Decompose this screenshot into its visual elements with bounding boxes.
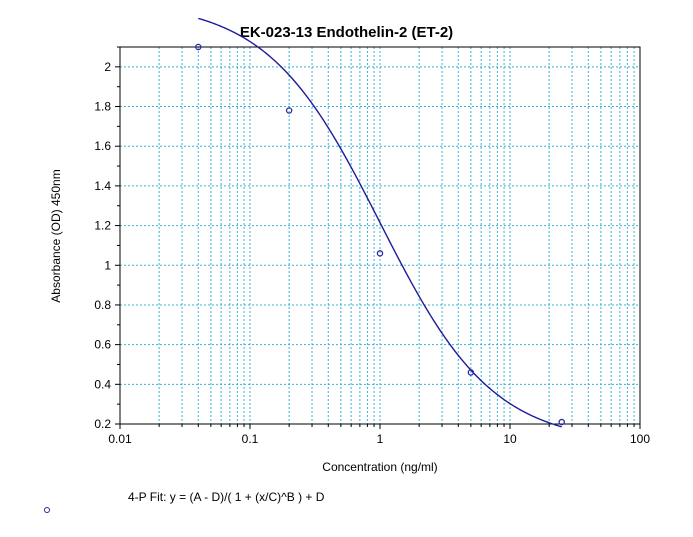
y-tick-label: 1.6 — [94, 139, 111, 153]
y-tick-label: 2 — [104, 60, 111, 74]
x-tick-label: 0.01 — [108, 432, 132, 446]
y-tick-label: 1.8 — [94, 100, 111, 114]
x-tick-label: 0.1 — [242, 432, 259, 446]
x-tick-label: 1 — [377, 432, 384, 446]
x-tick-label: 10 — [503, 432, 517, 446]
y-tick-label: 1 — [104, 258, 111, 272]
data-point — [195, 43, 202, 51]
fit-equation: 4-P Fit: y = (A - D)/( 1 + (x/C)^B ) + D — [128, 490, 325, 504]
fit-curve — [198, 17, 562, 428]
y-tick-label: 0.2 — [94, 417, 111, 431]
x-tick-label: 100 — [630, 432, 650, 446]
chart-title: EK-023-13 Endothelin-2 (ET-2) — [239, 24, 454, 41]
y-tick-label: 0.8 — [94, 298, 111, 312]
y-tick-label: 1.2 — [94, 219, 111, 233]
x-axis-label: Concentration (ng/ml) — [322, 460, 438, 474]
y-tick-label: 1.4 — [94, 179, 111, 193]
grid-lines — [120, 47, 640, 424]
data-point — [467, 369, 475, 376]
y-tick-label: 0.4 — [94, 377, 111, 391]
y-tick-label: 0.6 — [94, 338, 111, 352]
data-point — [558, 418, 565, 426]
legend-marker-icon — [44, 507, 50, 513]
data-point — [376, 250, 384, 257]
axis-ticks: 0.01 0.1 1 10 100 0.2 0.4 0.6 0.8 1 1.2 1.4 1.6 1.8 2 — [94, 46, 650, 446]
data-points — [195, 43, 565, 426]
data-point — [285, 107, 293, 114]
